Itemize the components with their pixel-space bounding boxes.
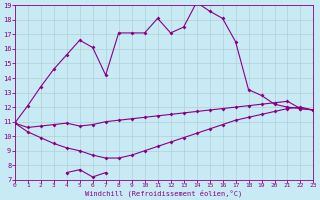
X-axis label: Windchill (Refroidissement éolien,°C): Windchill (Refroidissement éolien,°C) [85, 190, 243, 197]
